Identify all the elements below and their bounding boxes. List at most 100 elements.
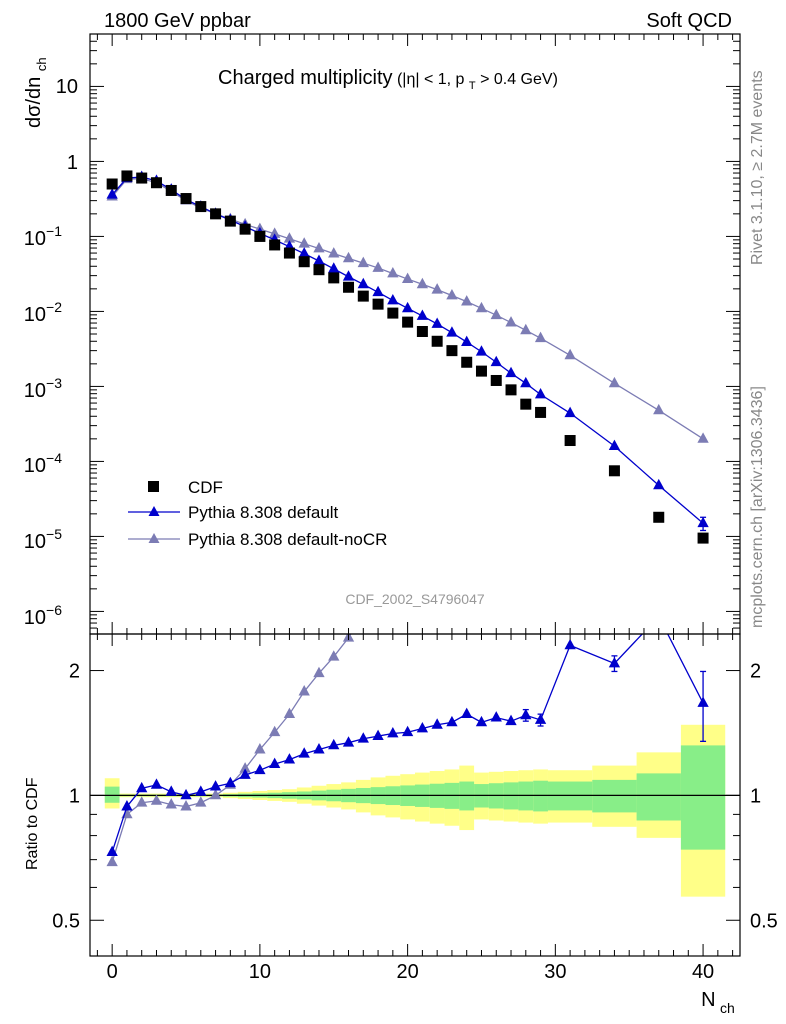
band-inner-bin — [592, 779, 637, 813]
point-ratio-nocr — [358, 607, 369, 617]
main-series-group — [106, 170, 709, 544]
point-cdf — [505, 384, 517, 396]
main-y-tick-exp: −3 — [46, 375, 62, 391]
point-ratio-default — [254, 763, 266, 775]
point-cdf — [106, 178, 118, 190]
point-ratio-default — [653, 610, 664, 620]
point-default — [505, 366, 517, 378]
point-ratio-default — [239, 768, 251, 779]
point-ratio-nocr — [180, 800, 192, 811]
point-cdf — [402, 316, 414, 328]
main-y-tick-base: 10 — [24, 380, 46, 402]
point-default — [564, 406, 576, 418]
point-default — [653, 478, 665, 490]
legend-marker-nocr — [148, 533, 160, 543]
series-line-ratio-default — [111, 634, 704, 853]
axes: 0 10 20 30 40 0.5 0.5 1 1 2 2 — [52, 33, 778, 983]
point-ratio-default — [195, 785, 207, 796]
point-nocr — [534, 331, 547, 343]
chart-title-main: Charged multiplicity — [218, 67, 393, 89]
point-ratio-nocr — [298, 685, 310, 696]
x-axis-label: N ch — [701, 989, 735, 1016]
point-cdf — [416, 325, 428, 337]
point-default — [357, 277, 369, 289]
x-tick-label: 10 — [249, 961, 271, 983]
point-nocr — [446, 289, 458, 300]
point-cdf — [210, 208, 222, 220]
side-label-rivet: Rivet 3.1.10, ≥ 2.7M events — [749, 70, 766, 265]
ratio-y-tick-label: 2 — [69, 661, 80, 683]
ratio-y-axis-label: Ratio to CDF — [24, 777, 41, 870]
point-default — [608, 439, 621, 451]
point-cdf — [520, 398, 532, 410]
main-y-axis-label: dσ/dn ch — [23, 57, 49, 128]
point-default — [328, 262, 340, 273]
band-group — [90, 724, 740, 897]
point-cdf — [446, 345, 458, 357]
chart-title-cut-sub: T — [469, 80, 476, 92]
point-ratio-default — [224, 776, 236, 788]
point-nocr — [283, 232, 296, 243]
main-y-tick-base: 10 — [24, 607, 46, 629]
main-y-tick-label: 10−2 — [24, 299, 62, 326]
point-nocr — [520, 323, 532, 335]
point-cdf — [298, 256, 310, 268]
point-default — [520, 376, 532, 388]
point-default — [490, 355, 502, 367]
x-tick-label: 30 — [544, 961, 566, 983]
point-default — [697, 516, 709, 528]
point-ratio-default — [269, 757, 281, 768]
point-cdf — [564, 435, 576, 447]
point-ratio-nocr — [387, 568, 398, 578]
point-ratio-nocr — [254, 743, 266, 754]
legend-marker-cdf — [148, 481, 159, 492]
legend-marker-default — [148, 506, 160, 516]
x-tick-label: 0 — [107, 961, 118, 983]
point-nocr — [372, 261, 384, 272]
point-default — [342, 270, 355, 281]
band-inner-bin — [533, 780, 548, 812]
point-ratio-default — [475, 715, 488, 727]
point-nocr — [269, 227, 281, 238]
point-nocr — [401, 272, 414, 283]
point-cdf — [608, 465, 620, 477]
header-right-label: Soft QCD — [646, 10, 732, 32]
point-default — [475, 345, 488, 356]
point-ratio-default — [534, 713, 547, 724]
point-nocr — [608, 376, 621, 388]
point-ratio-nocr — [402, 548, 413, 558]
point-default — [372, 285, 384, 297]
point-ratio-default — [121, 800, 133, 811]
point-ratio-default — [342, 736, 355, 747]
point-ratio-default — [313, 743, 325, 754]
x-tick-label: 20 — [396, 961, 418, 983]
main-y-tick-exp: −1 — [46, 223, 62, 239]
point-ratio-default — [150, 778, 163, 789]
point-ratio-nocr — [136, 796, 148, 807]
point-ratio-default — [106, 845, 118, 856]
point-ratio-default — [505, 714, 517, 726]
point-default — [401, 301, 414, 313]
main-y-tick-exp: −5 — [46, 526, 62, 542]
point-default — [416, 309, 429, 320]
series-line-default — [111, 176, 704, 524]
main-y-tick-label: 10−3 — [24, 375, 62, 402]
point-default — [106, 188, 118, 199]
chart-title-cut-post: > 0.4 GeV) — [480, 71, 558, 88]
main-y-tick-exp: −6 — [46, 602, 62, 618]
ratio-y-tick-label: 0.5 — [52, 910, 80, 932]
point-ratio-default — [401, 725, 414, 737]
main-y-tick-label: 10−4 — [24, 450, 62, 477]
band-inner-bin — [104, 786, 120, 803]
main-y-tick-label: 10−6 — [24, 602, 62, 629]
point-ratio-default — [180, 788, 192, 800]
point-ratio-default — [416, 721, 429, 733]
chart-title: Charged multiplicity (|η| < 1, p T > 0.4… — [218, 67, 558, 93]
side-label-mcplots: mcplots.cern.ch [arXiv:1306.3436] — [749, 386, 766, 628]
main-y-tick-label: 10 — [56, 76, 78, 98]
point-nocr — [475, 301, 488, 313]
main-y-tick-exp: −2 — [46, 299, 62, 315]
band-inner-bin — [636, 773, 681, 821]
